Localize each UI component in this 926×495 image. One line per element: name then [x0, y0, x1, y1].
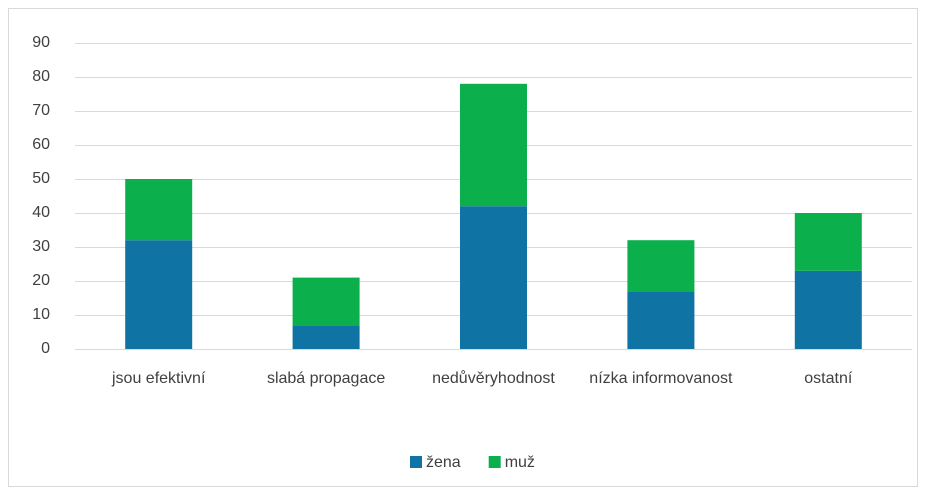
- bar-segment: [125, 179, 193, 241]
- bar-segment: [460, 83, 527, 207]
- y-tick-label: 20: [32, 272, 50, 289]
- bar-segment: [125, 240, 193, 349]
- x-tick-label: nízka informovanost: [589, 370, 733, 387]
- legend-label: žena: [426, 454, 461, 471]
- y-tick-label: 10: [32, 306, 50, 323]
- y-tick-label: 80: [32, 68, 50, 85]
- bar-segment: [794, 213, 862, 271]
- legend-swatch: [488, 456, 501, 468]
- x-tick-label: ostatní: [804, 370, 853, 387]
- legend-swatch: [410, 456, 422, 468]
- y-tick-label: 30: [32, 238, 50, 255]
- x-tick-label: nedůvěryhodnost: [432, 369, 555, 387]
- bar-segment: [794, 270, 862, 349]
- legend-label: muž: [505, 454, 535, 471]
- y-tick-label: 70: [32, 102, 50, 119]
- bar-segment: [627, 291, 695, 349]
- y-tick-label: 50: [32, 170, 50, 187]
- x-tick-label: slabá propagace: [267, 370, 385, 387]
- y-tick-label: 90: [32, 34, 50, 51]
- bar-segment: [292, 325, 360, 349]
- bar-segment: [627, 240, 695, 292]
- bar-segment: [460, 206, 527, 349]
- y-tick-label: 40: [32, 204, 50, 221]
- x-tick-label: jsou efektivní: [111, 370, 206, 387]
- y-tick-label: 60: [32, 136, 50, 153]
- y-tick-label: 0: [41, 340, 50, 357]
- bar-segment: [292, 277, 360, 326]
